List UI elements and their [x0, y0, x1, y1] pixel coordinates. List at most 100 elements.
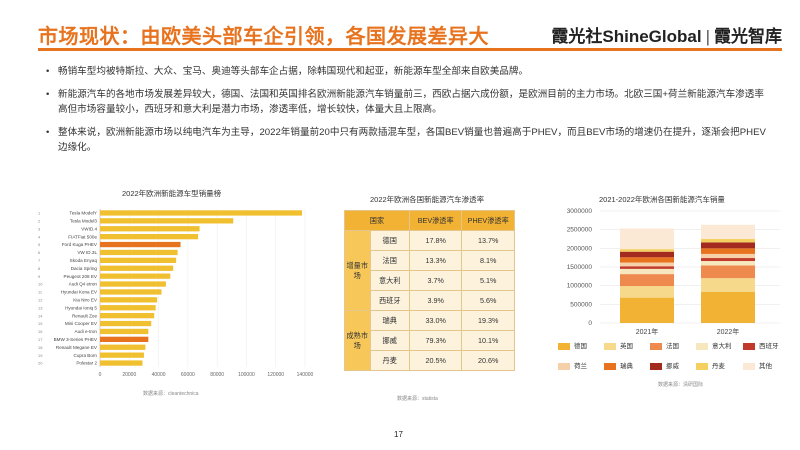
chart-title: 2021-2022年欧洲各国新能源汽车销量	[599, 195, 725, 204]
penetration-table: 国家 BEV渗透率 PHEV渗透率 增量市场 德国 17.8% 13.7% 法国…	[344, 210, 515, 371]
rank-label: 16	[38, 329, 43, 334]
bar	[100, 241, 181, 248]
legend-swatch	[558, 362, 570, 370]
page-title: 市场现状：由欧美头部车企引领，各国发展差异大	[38, 26, 489, 48]
bullet-item: 新能源汽车的各地市场发展差异较大，德国、法国和英国排名欧洲新能源汽车销量前三，西…	[46, 87, 766, 117]
rank-label: 19	[38, 353, 43, 358]
bev-cell: 3.9%	[408, 290, 463, 311]
country-sales-chart: 0 500000 1000000 1500000 2000000 2500000 30000…	[567, 208, 780, 335]
col-header-country: 国家	[344, 210, 410, 231]
legend-label: 英国	[620, 343, 633, 350]
bar-label: Hyundai Ioniq 5	[65, 305, 97, 310]
phev-cell: 10.1%	[461, 330, 515, 351]
legend-swatch	[650, 362, 662, 370]
phev-cell: 8.1%	[461, 250, 515, 271]
chart-source: 数据来源：cleantechnica	[143, 391, 199, 397]
brand-separator: |	[705, 27, 710, 46]
bar	[100, 257, 177, 263]
y-tick-label: 500000	[570, 301, 592, 308]
rank-label: 20	[38, 361, 43, 366]
country-cell: 意大利	[369, 270, 410, 291]
legend-label: 丹麦	[712, 363, 725, 370]
x-tick-label: 120000	[267, 372, 284, 378]
legend-label: 西班牙	[759, 343, 779, 350]
legend-item: 德国	[558, 340, 587, 350]
y-tick-label: 0	[588, 320, 592, 327]
legend-item: 丹麦	[696, 360, 725, 370]
bullet-item: 整体来说，欧洲新能源市场以纯电汽车为主导，2022年销量前20中只有两款插混车型…	[46, 125, 766, 155]
stack-segment	[620, 266, 674, 269]
legend-item: 荷兰	[558, 360, 587, 370]
bar	[100, 265, 174, 271]
legend-item: 瑞典	[604, 360, 633, 370]
table-source: 数据来源：statista	[397, 396, 438, 402]
legend-item: 英国	[604, 340, 633, 350]
phev-cell: 20.6%	[461, 350, 515, 371]
bev-cell: 20.5%	[408, 350, 463, 371]
y-tick-label: 1500000	[567, 264, 593, 271]
table-row: 挪威 79.3% 10.1%	[345, 330, 515, 351]
bar	[100, 210, 303, 216]
rank-label: 17	[38, 337, 43, 342]
y-tick-label: 2000000	[567, 245, 593, 252]
model-sales-chart-panel: 2022年欧洲新能源车型销量榜 0 20000 40000 60000 80000 100…	[30, 185, 320, 405]
country-cell: 挪威	[369, 330, 410, 351]
rank-label: 15	[38, 321, 43, 326]
bev-cell: 79.3%	[408, 330, 463, 351]
y-tick-label: 1000000	[567, 283, 593, 290]
country-cell: 丹麦	[369, 350, 410, 371]
legend-label: 意大利	[712, 343, 732, 350]
bar	[100, 281, 166, 287]
x-tick-label: 2022年	[717, 327, 740, 335]
bar-label: Skoda Enyaq	[70, 258, 98, 263]
legend-label: 瑞典	[620, 363, 633, 370]
table-row: 丹麦 20.5% 20.6%	[345, 350, 515, 371]
bar	[100, 234, 199, 240]
phev-cell: 13.7%	[461, 230, 515, 251]
rank-label: 10	[38, 282, 43, 287]
bullet-item: 畅销车型均被特斯拉、大众、宝马、奥迪等头部车企占据，除韩国现代和起亚，新能源车型…	[46, 64, 766, 79]
country-cell: 瑞典	[369, 310, 410, 331]
bar-label: Audi e-tron	[75, 329, 98, 334]
table-row: 增量市场 德国 17.8% 13.7%	[344, 230, 515, 311]
table-row: 成熟市场 瑞典 33.0% 19.3%	[344, 310, 515, 371]
penetration-table-panel: 2022年欧洲各国新能源汽车渗透率 国家 BEV渗透率 PHEV渗透率 增量市场…	[335, 185, 515, 405]
bar-label: Tesla ModelY	[69, 211, 97, 216]
x-tick-label: 20000	[122, 372, 136, 378]
bev-cell: 17.8%	[408, 230, 463, 251]
brand-name-2: 霞光智库	[714, 27, 782, 46]
stack-segment	[701, 261, 755, 266]
rank-label: 5	[38, 242, 41, 247]
country-sales-chart-panel: 2021-2022年欧洲各国新能源汽车销量 0 500000 1000000 1500…	[540, 185, 790, 405]
stack-segment	[620, 297, 674, 323]
bar-label: FIATFiat 500e	[68, 234, 97, 239]
x-tick-label: 2021年	[636, 327, 659, 335]
bar	[100, 249, 178, 256]
x-tick-label: 40000	[152, 372, 166, 378]
group-label-mature: 成熟市场	[344, 310, 371, 371]
bar	[100, 336, 149, 342]
x-tick-label: 100000	[238, 372, 255, 378]
title-rule	[38, 48, 782, 51]
stack-segment	[701, 278, 755, 293]
legend-swatch	[743, 362, 755, 370]
bar	[100, 320, 152, 327]
bar	[100, 328, 149, 335]
bar	[100, 297, 158, 303]
rank-label: 1	[38, 211, 41, 216]
rank-label: 7	[38, 258, 41, 263]
table-row: 意大利 3.7% 5.1%	[345, 270, 515, 291]
bar-label: Dacia Spring	[71, 266, 98, 271]
bar	[100, 344, 146, 350]
bar-label: VWID.4	[81, 226, 97, 231]
rank-label: 2	[38, 218, 41, 223]
legend-swatch	[696, 362, 708, 370]
legend-swatch	[696, 342, 708, 350]
legend-swatch	[650, 342, 662, 350]
bar	[100, 273, 171, 279]
table-row: 法国 13.3% 8.1%	[345, 250, 515, 271]
rank-label: 12	[38, 297, 43, 302]
legend-swatch	[558, 342, 570, 350]
bar-label: Kia Niro EV	[73, 297, 98, 302]
bar-label: Ford Kuga PHEV	[62, 242, 98, 247]
